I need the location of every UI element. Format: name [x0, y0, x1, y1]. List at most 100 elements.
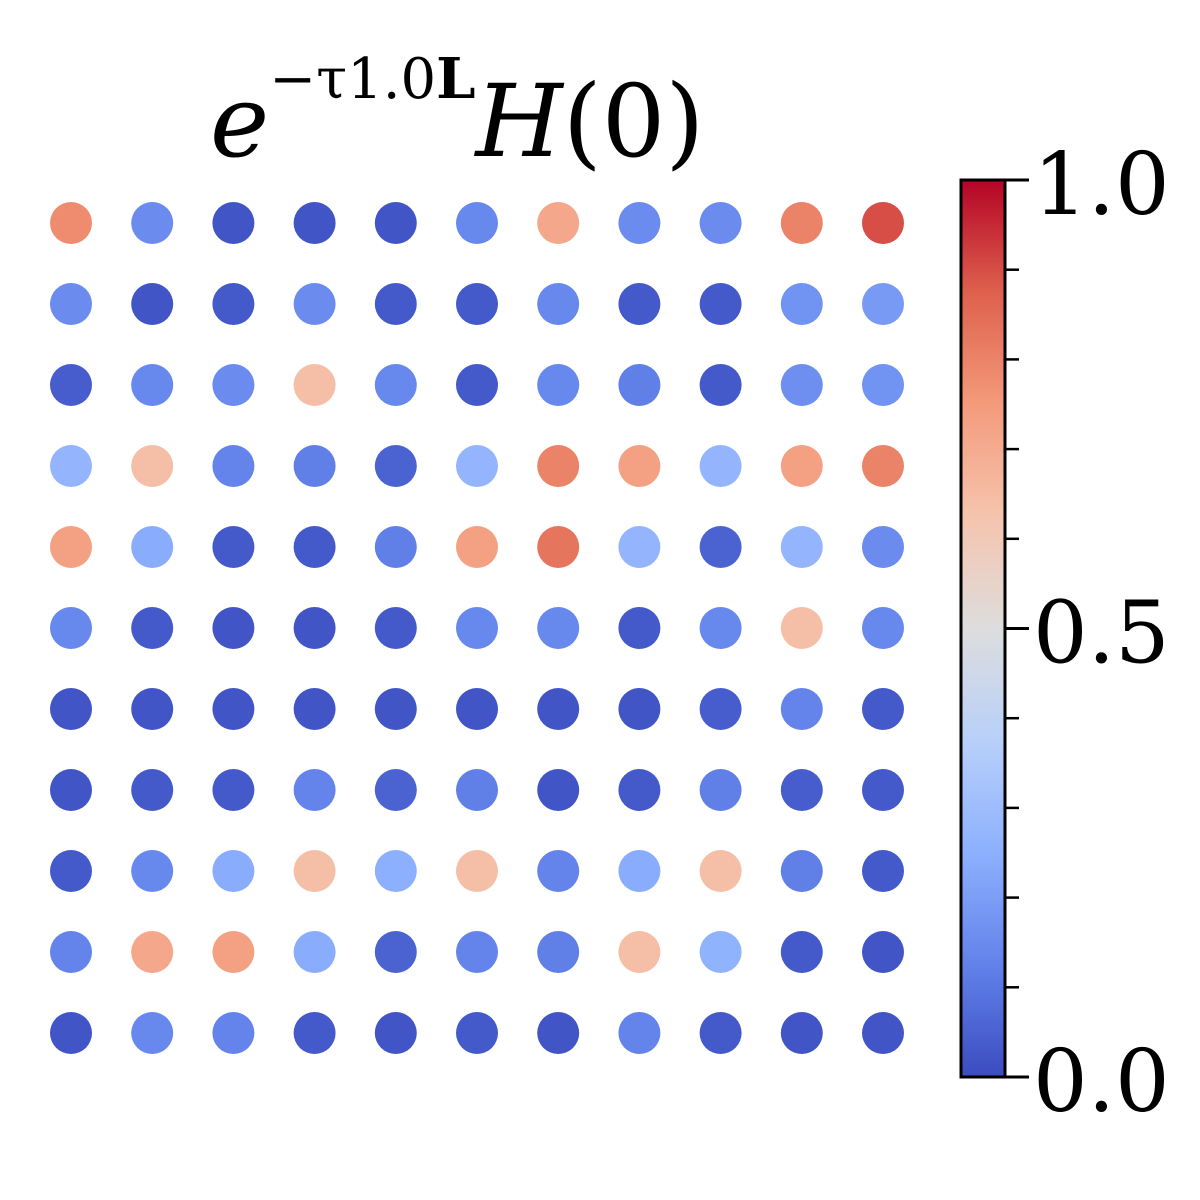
heatmap-dot	[618, 1012, 661, 1054]
heatmap-dot	[50, 850, 92, 892]
heatmap-dot	[862, 283, 904, 325]
heatmap-dot	[212, 931, 255, 973]
heatmap-dot	[537, 931, 580, 973]
heatmap-dot	[50, 931, 92, 973]
heatmap-dot	[131, 850, 174, 892]
heatmap-dot	[50, 445, 92, 487]
heatmap-dot	[618, 769, 661, 811]
heatmap-dot	[862, 1012, 904, 1054]
heatmap-dot	[212, 202, 255, 244]
heatmap-dot	[456, 445, 498, 487]
heatmap-dot	[537, 526, 580, 568]
heatmap-dot	[131, 202, 174, 244]
heatmap-dot	[862, 526, 904, 568]
chart-title: e−τ1.0LH(0)	[210, 46, 704, 180]
heatmap-dot	[537, 769, 580, 811]
heatmap-dot	[50, 202, 92, 244]
heatmap-dot	[212, 607, 255, 649]
heatmap-dot	[780, 769, 823, 811]
heatmap-dot	[374, 931, 417, 973]
colorbar-ticks	[1005, 178, 1029, 1079]
heatmap-dot	[131, 526, 174, 568]
title-function: H	[474, 63, 565, 180]
heatmap-dot	[293, 688, 336, 730]
heatmap-dot	[862, 688, 904, 730]
heatmap-dot	[293, 283, 336, 325]
heatmap-dot	[212, 283, 255, 325]
heatmap-dot	[699, 1012, 742, 1054]
heatmap-dot-grid	[50, 202, 904, 1054]
heatmap-dot	[50, 364, 92, 406]
title-superscript-bold: L	[436, 46, 475, 112]
heatmap-dot	[780, 850, 823, 892]
heatmap-dot	[862, 607, 904, 649]
heatmap-dot	[50, 607, 92, 649]
heatmap-dot	[699, 850, 742, 892]
heatmap-dot	[780, 931, 823, 973]
heatmap-dot	[699, 931, 742, 973]
heatmap-dot	[131, 283, 174, 325]
title-argument: (0)	[563, 63, 705, 180]
heatmap-dot	[212, 1012, 255, 1054]
heatmap-dot	[537, 202, 580, 244]
heatmap-dot	[537, 607, 580, 649]
heatmap-dot	[699, 364, 742, 406]
heatmap-dot	[50, 283, 92, 325]
heatmap-dot	[293, 931, 336, 973]
heatmap-dot	[699, 688, 742, 730]
heatmap-dot	[131, 364, 174, 406]
heatmap-dot	[131, 769, 174, 811]
heatmap-dot	[131, 931, 174, 973]
heatmap-dot	[131, 688, 174, 730]
heatmap-dot	[862, 850, 904, 892]
heatmap-dot	[456, 769, 498, 811]
heatmap-dot	[374, 1012, 417, 1054]
heatmap-dot	[374, 202, 417, 244]
heatmap-dot	[293, 202, 336, 244]
heatmap-dot	[374, 283, 417, 325]
heatmap-dot	[212, 364, 255, 406]
heatmap-dot	[699, 202, 742, 244]
colorbar-tick-label: 0.5	[1033, 584, 1170, 684]
heatmap-dot	[131, 1012, 174, 1054]
heatmap-dot	[293, 364, 336, 406]
heatmap-dot	[780, 688, 823, 730]
colorbar-gradient	[959, 178, 1007, 1079]
heatmap-dot	[293, 526, 336, 568]
heatmap-dot	[618, 850, 661, 892]
heatmap-dot	[618, 931, 661, 973]
heatmap-dot	[537, 283, 580, 325]
heatmap-dot	[50, 526, 92, 568]
heatmap-dot	[618, 364, 661, 406]
heatmap-dot	[699, 526, 742, 568]
heatmap-dot	[293, 445, 336, 487]
heatmap-dot	[618, 283, 661, 325]
heatmap-dot	[780, 283, 823, 325]
heatmap-dot	[537, 445, 580, 487]
svg-text:e−τ1.0LH(0): e−τ1.0LH(0)	[210, 46, 704, 180]
heatmap-dot	[780, 1012, 823, 1054]
heatmap-dot	[537, 364, 580, 406]
heatmap-dot	[618, 688, 661, 730]
heatmap-dot	[537, 850, 580, 892]
heatmap-dot	[862, 769, 904, 811]
heatmap-dot	[780, 607, 823, 649]
heatmap-dot	[699, 607, 742, 649]
heatmap-dot	[780, 364, 823, 406]
heatmap-dot	[374, 688, 417, 730]
heatmap-dot	[374, 364, 417, 406]
colorbar-tick-label: 1.0	[1033, 135, 1170, 235]
heatmap-dot	[862, 364, 904, 406]
heatmap-dot	[131, 445, 174, 487]
heatmap-dot	[456, 931, 498, 973]
heatmap-dot	[456, 364, 498, 406]
heatmap-dot	[212, 688, 255, 730]
heatmap-dot	[374, 769, 417, 811]
title-superscript-prefix: −τ1.0	[269, 47, 436, 112]
heatmap-dot	[293, 850, 336, 892]
heatmap-dot	[456, 202, 498, 244]
colorbar-tick-label: 0.0	[1033, 1032, 1170, 1132]
heatmap-dot	[50, 1012, 92, 1054]
heatmap-dot	[212, 526, 255, 568]
